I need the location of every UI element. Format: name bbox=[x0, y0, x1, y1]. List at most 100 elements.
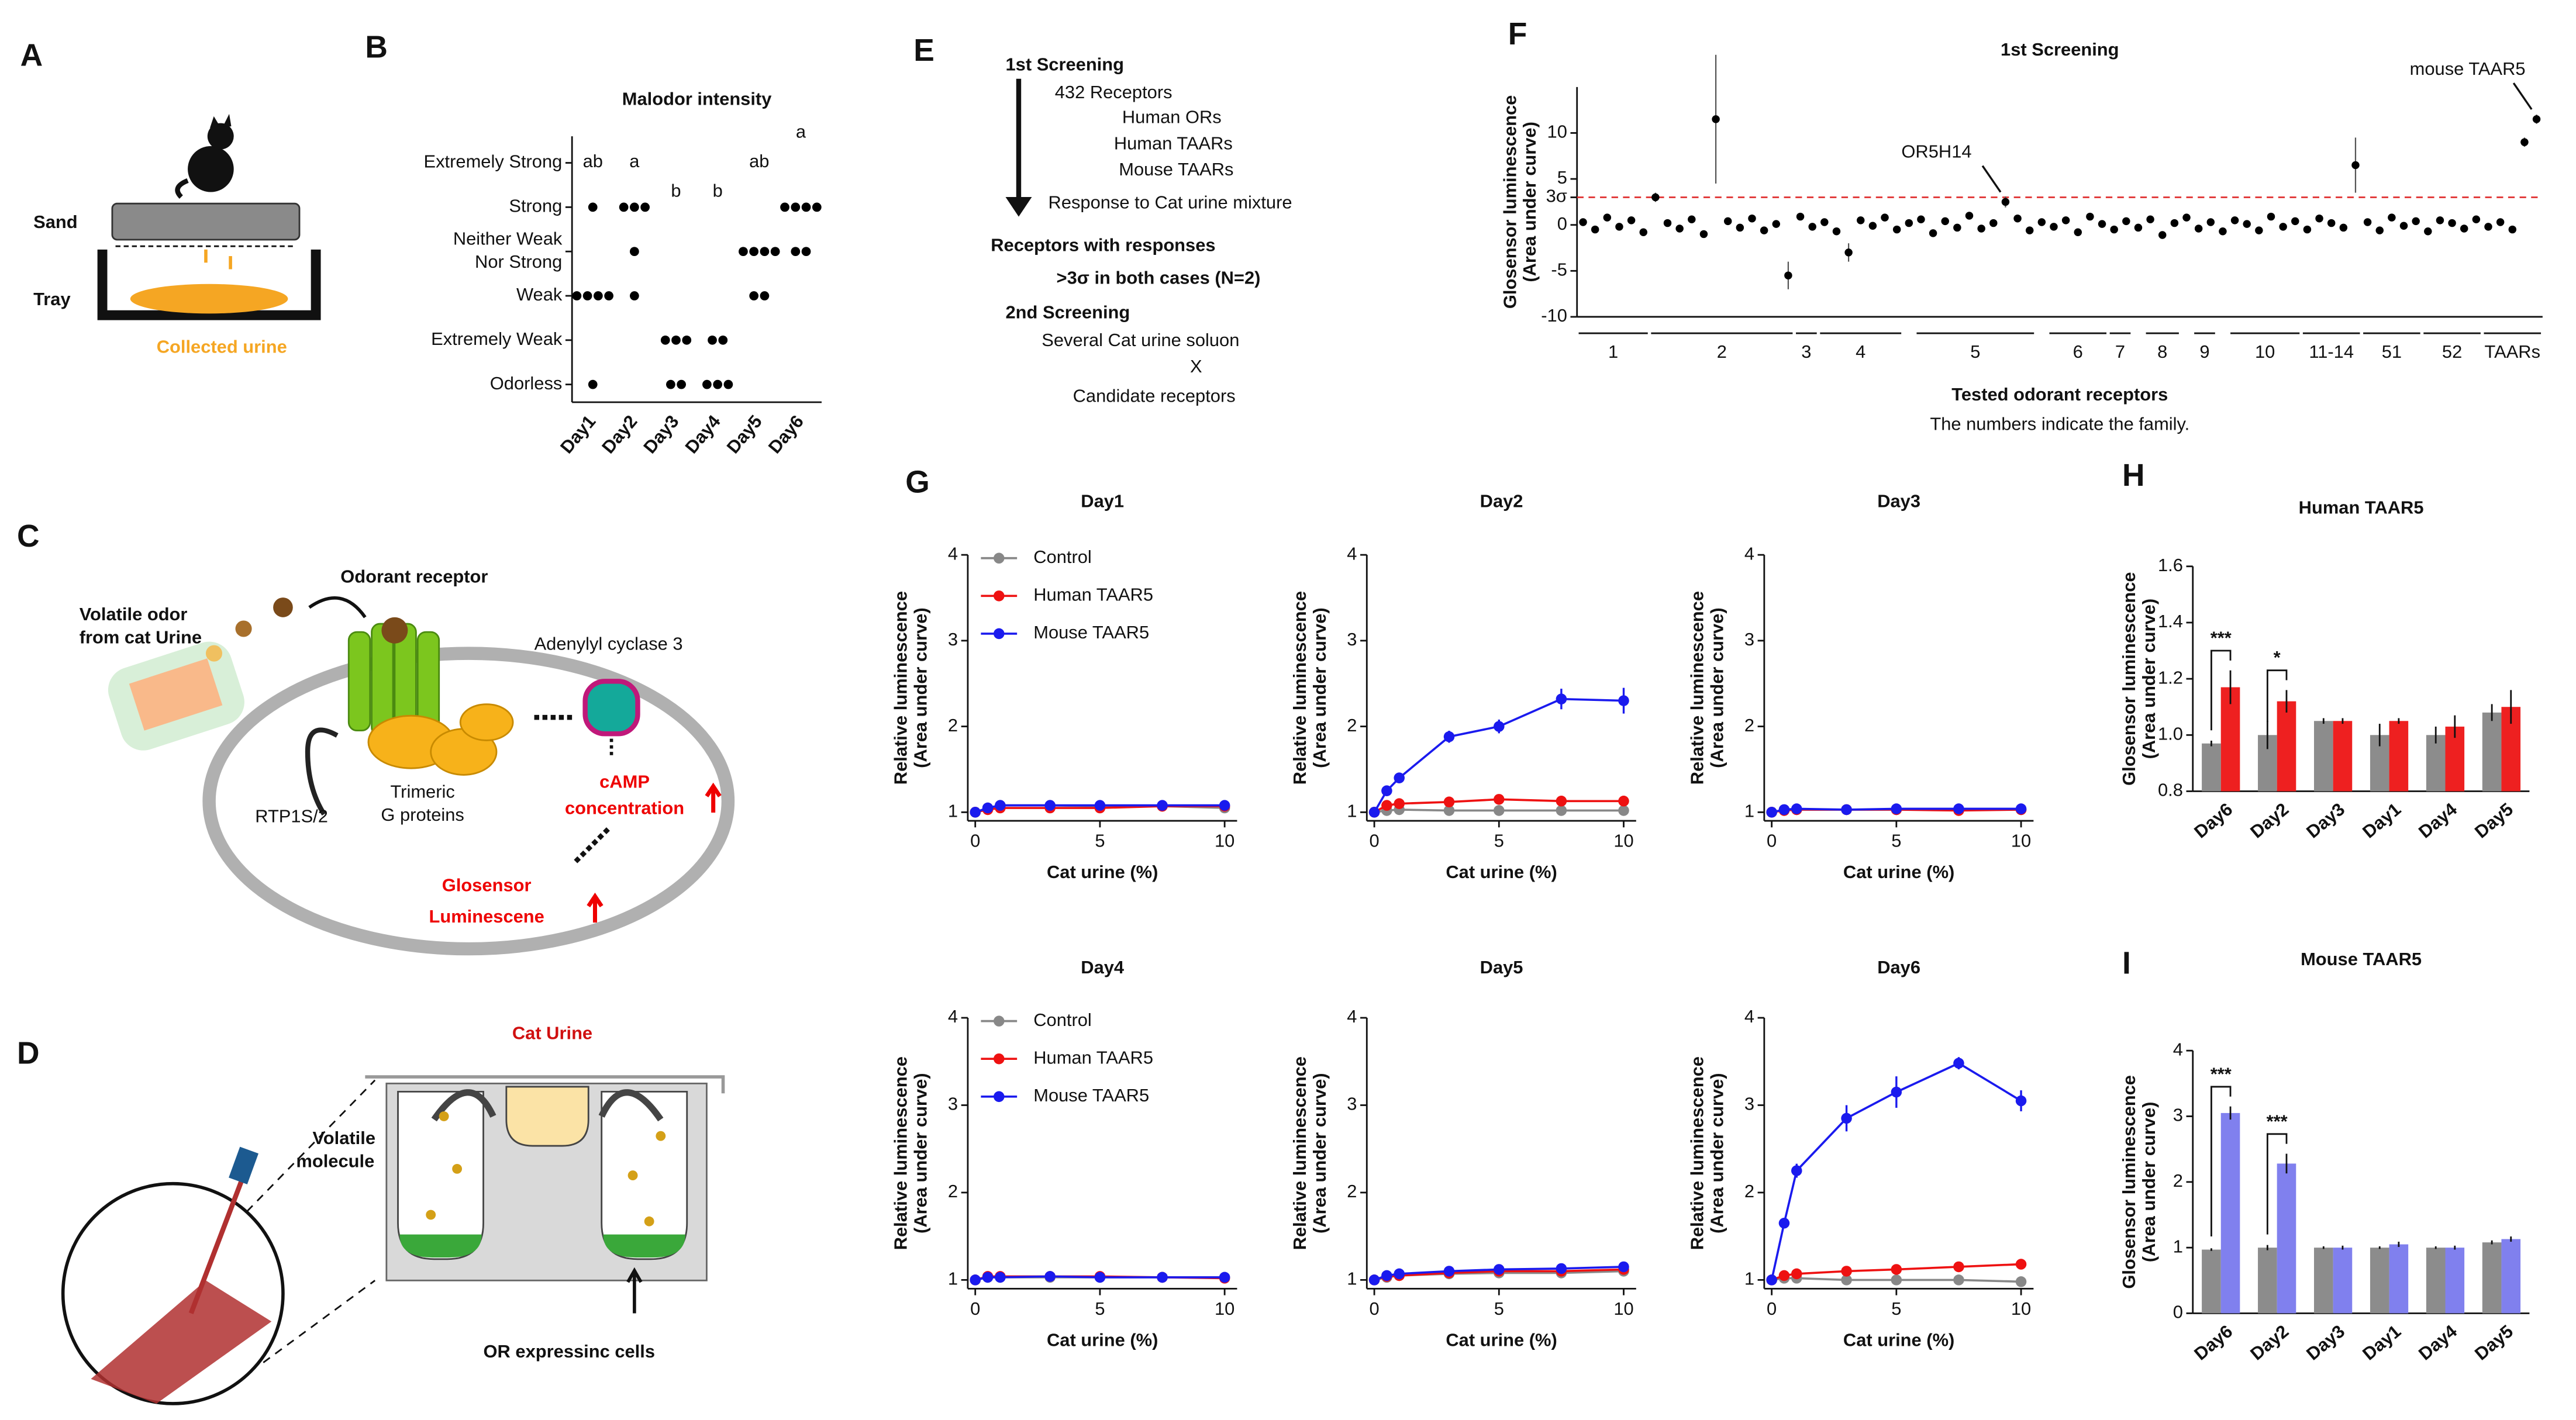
label: Collected urine bbox=[157, 336, 287, 357]
y-axis-label: Relative luminescence bbox=[891, 1056, 911, 1250]
y-tick-label: 1 bbox=[2173, 1236, 2183, 1256]
point bbox=[1603, 213, 1612, 222]
point bbox=[2098, 220, 2106, 228]
cyclase bbox=[582, 679, 640, 737]
chart-title: Day5 bbox=[1480, 957, 1523, 977]
dot bbox=[677, 379, 687, 389]
family-label: 3 bbox=[1801, 341, 1811, 362]
y-tick-label: 1 bbox=[1347, 801, 1357, 821]
y-tick-label: 1.4 bbox=[2158, 611, 2183, 631]
sand bbox=[111, 202, 301, 241]
point bbox=[1094, 800, 1106, 811]
annotation-arrow bbox=[1981, 165, 2002, 193]
point bbox=[970, 1274, 981, 1286]
panel-label: G bbox=[905, 465, 929, 499]
group-label: ab bbox=[749, 151, 769, 171]
y-tick-label: 1 bbox=[1744, 1269, 1754, 1289]
panel-label: I bbox=[2122, 946, 2131, 980]
molecule bbox=[656, 1131, 666, 1141]
up-arrow bbox=[587, 892, 604, 923]
panel-label: E bbox=[913, 33, 934, 68]
diagram-c: Volatile odor from cat Urine Odorant rec… bbox=[80, 566, 735, 956]
chart-title: Day4 bbox=[1081, 957, 1124, 977]
cells bbox=[399, 1234, 482, 1257]
family-label: 5 bbox=[1970, 341, 1980, 362]
point bbox=[2170, 219, 2179, 227]
diagram-e: 1st Screening 432 Receptors Human ORs Hu… bbox=[991, 54, 1292, 406]
point bbox=[1953, 1274, 1964, 1286]
y-axis-label: Relative luminescence bbox=[1687, 1056, 1708, 1250]
dot bbox=[760, 291, 770, 300]
y-tick-label: 3 bbox=[1347, 629, 1357, 649]
arrow bbox=[308, 596, 367, 619]
group-label: b bbox=[671, 181, 681, 201]
family-label: 11-14 bbox=[2309, 341, 2354, 362]
chart-title: Day1 bbox=[1081, 490, 1124, 511]
y-axis-label: (Area under curve) bbox=[1706, 1073, 1727, 1234]
point bbox=[1891, 803, 1902, 814]
legend-label: Control bbox=[1033, 1010, 1092, 1030]
cat-icon bbox=[207, 123, 234, 150]
label: Trimeric bbox=[390, 781, 454, 801]
point bbox=[1881, 213, 1889, 222]
y-tick-label: 2 bbox=[1347, 715, 1357, 735]
y-tick-label: 1 bbox=[948, 801, 958, 821]
x-axis-label: Cat urine (%) bbox=[1446, 862, 1557, 882]
y-axis-label: (Area under curve) bbox=[2139, 1102, 2159, 1263]
text: 1st Screening bbox=[1006, 54, 1124, 74]
lid bbox=[365, 1075, 725, 1094]
panel-label: C bbox=[17, 519, 40, 554]
significance-label: *** bbox=[2211, 1063, 2232, 1084]
family-label: 51 bbox=[2382, 341, 2402, 362]
point bbox=[2436, 216, 2444, 224]
legend-label: Mouse TAAR5 bbox=[1033, 1085, 1149, 1105]
significance-label: *** bbox=[2267, 1111, 2288, 1131]
y-tick-label: 4 bbox=[1347, 1006, 1357, 1027]
y-tick-label: 3 bbox=[948, 1094, 958, 1114]
point bbox=[2110, 225, 2118, 234]
dot bbox=[801, 202, 811, 212]
x-tick-label: 5 bbox=[1891, 1298, 1901, 1319]
significance-label: *** bbox=[2211, 628, 2232, 648]
label: RTP1S/2 bbox=[255, 806, 328, 827]
well bbox=[601, 1090, 688, 1260]
y-axis-label: (Area under curve) bbox=[2139, 599, 2159, 759]
point bbox=[1381, 785, 1392, 796]
helix bbox=[347, 631, 371, 732]
point bbox=[2015, 1259, 2027, 1270]
dot bbox=[604, 291, 613, 300]
cell bbox=[202, 647, 735, 956]
y-tick-label: 1 bbox=[1744, 801, 1754, 821]
text: Response to Cat urine mixture bbox=[1049, 192, 1292, 212]
point bbox=[1784, 271, 1792, 279]
significance-bracket bbox=[2211, 649, 2232, 731]
point bbox=[1688, 215, 1696, 224]
y-tick-label: 5 bbox=[1557, 167, 1567, 188]
bar bbox=[2220, 1112, 2240, 1314]
x-tick-label: 0 bbox=[1767, 1298, 1777, 1319]
legend-marker bbox=[994, 1091, 1005, 1103]
point bbox=[1556, 1263, 1567, 1274]
point bbox=[1494, 805, 1505, 816]
dot bbox=[588, 202, 598, 212]
y-tick-label: 0.8 bbox=[2158, 780, 2183, 800]
point bbox=[2267, 212, 2275, 221]
dot bbox=[666, 379, 675, 389]
point bbox=[1841, 804, 1852, 816]
cat-icon bbox=[175, 178, 189, 199]
point bbox=[2363, 218, 2372, 226]
x-tick-label: 10 bbox=[1613, 831, 1633, 851]
y-axis-label: (Area under curve) bbox=[910, 607, 930, 768]
point bbox=[2013, 214, 2022, 223]
urine-patch bbox=[129, 658, 223, 731]
point bbox=[2158, 231, 2167, 239]
y-tick-label: Weak bbox=[516, 284, 563, 305]
x-tick-label: 5 bbox=[1095, 1298, 1105, 1319]
chart-title: Malodor intensity bbox=[622, 88, 772, 109]
point bbox=[2520, 138, 2529, 146]
y-tick-label: 1 bbox=[948, 1269, 958, 1289]
dot bbox=[749, 291, 759, 300]
chart-title: Day3 bbox=[1877, 490, 1920, 511]
point bbox=[1443, 805, 1455, 816]
dot bbox=[739, 247, 748, 257]
